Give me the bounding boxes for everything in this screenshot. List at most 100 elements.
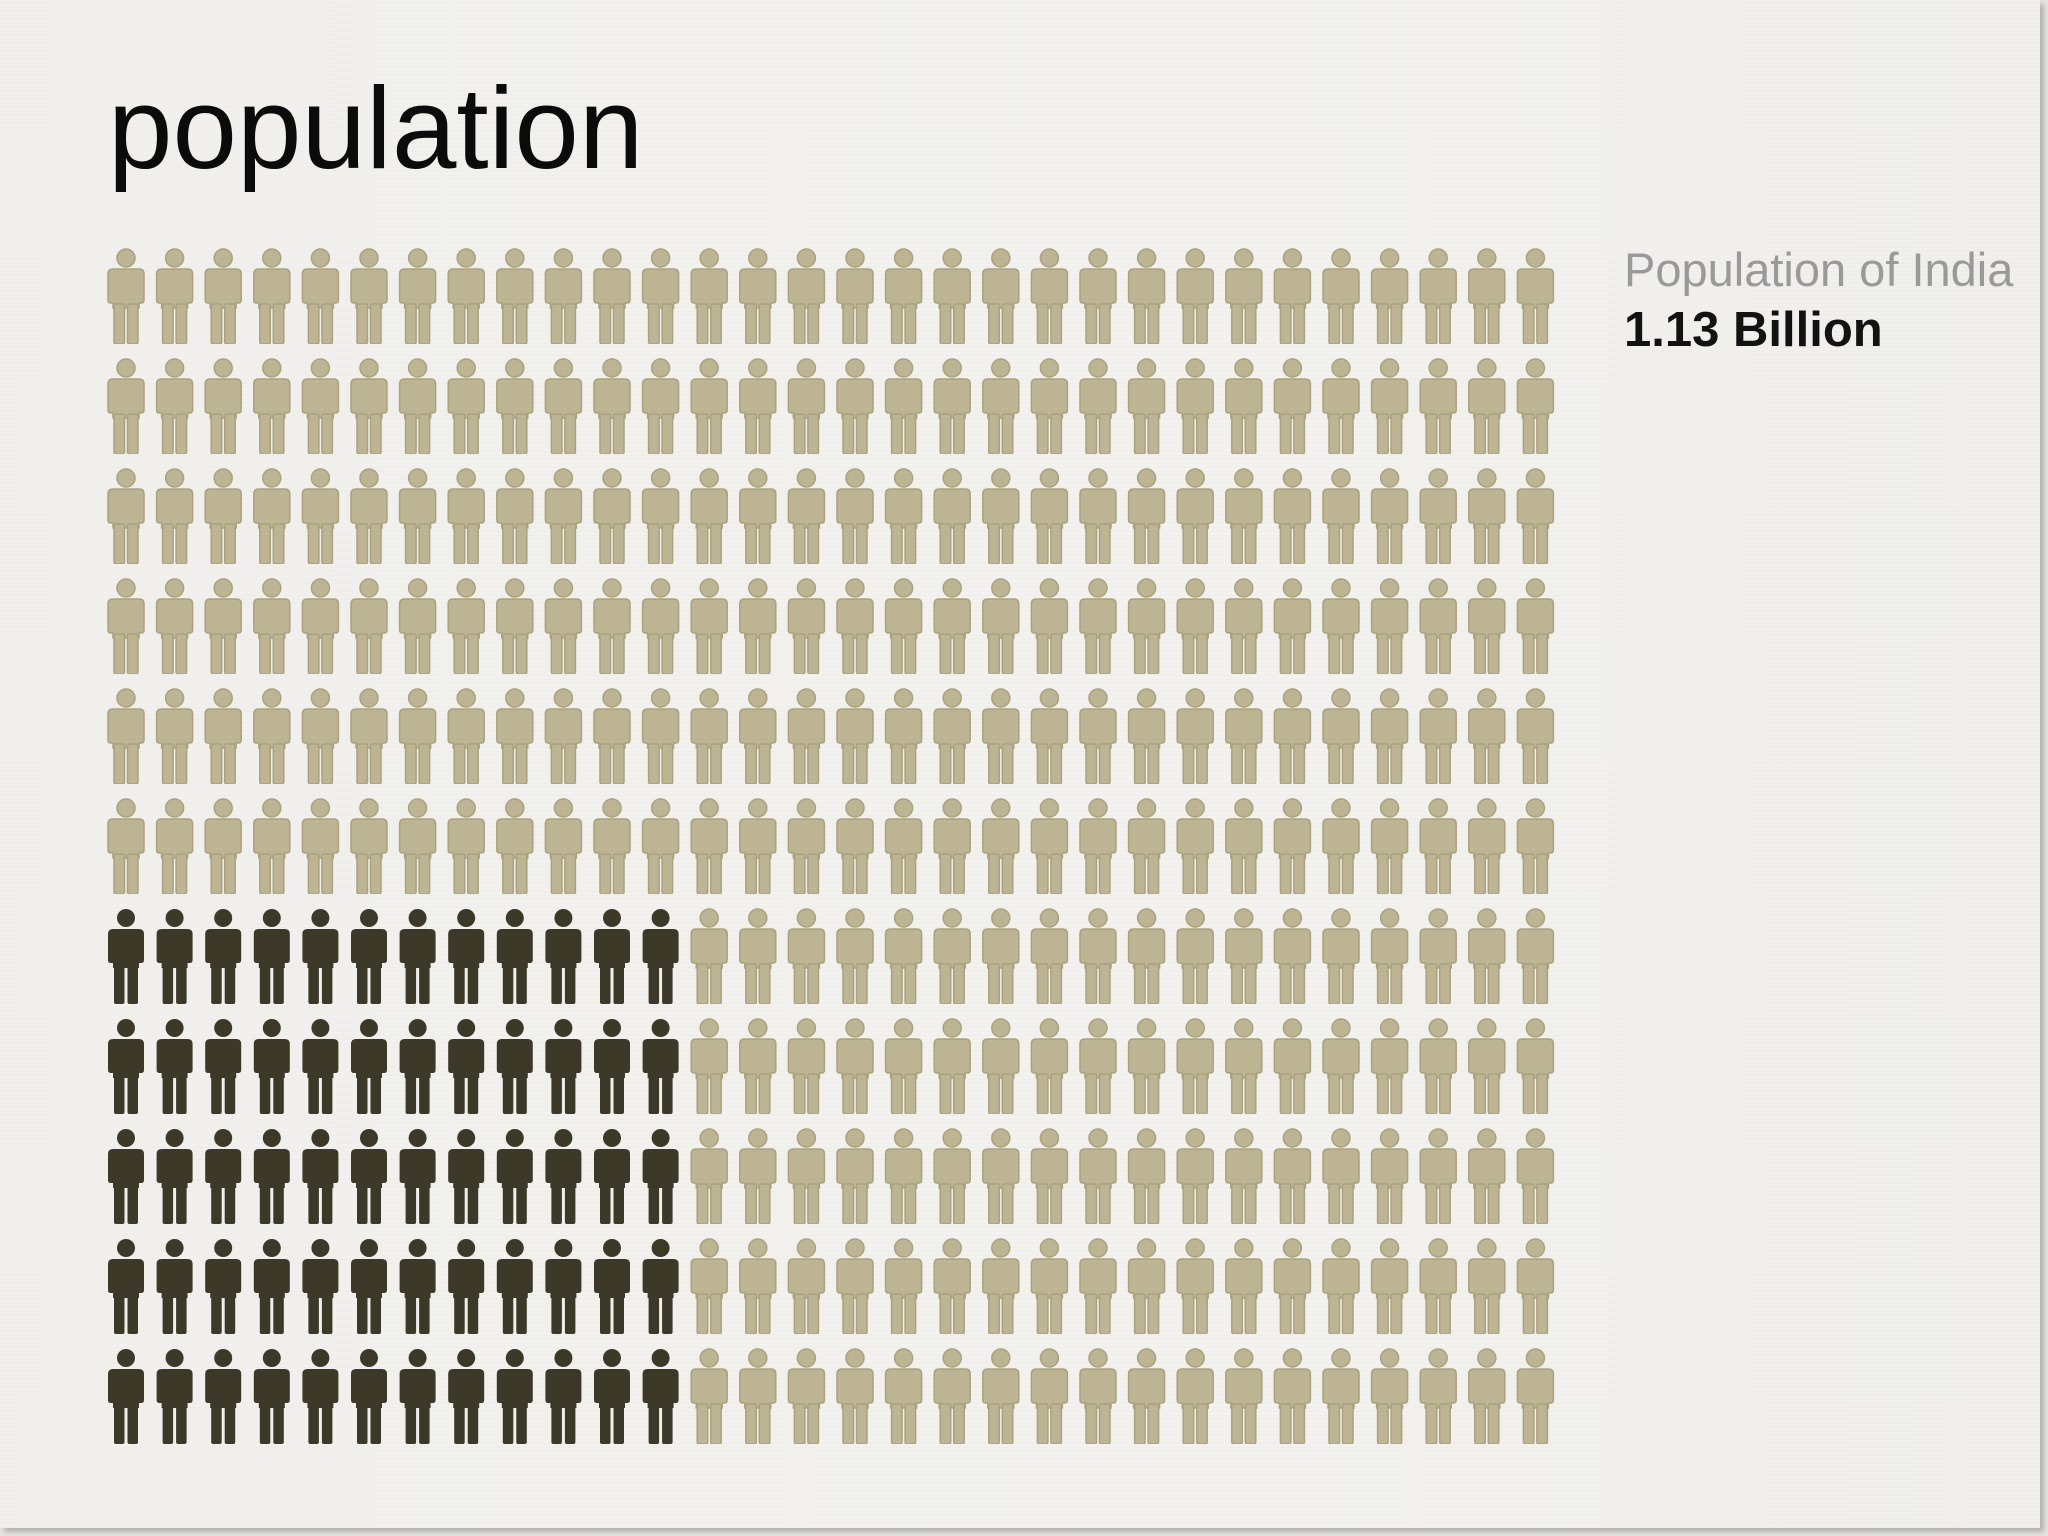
person-icon bbox=[787, 688, 826, 784]
person-icon bbox=[1273, 248, 1312, 344]
person-icon bbox=[1225, 1238, 1263, 1334]
person-icon bbox=[884, 1018, 923, 1114]
person-icon bbox=[155, 798, 194, 894]
person-icon-highlighted bbox=[351, 909, 387, 1004]
person-icon bbox=[107, 688, 145, 784]
person-icon bbox=[593, 248, 631, 344]
person-icon bbox=[496, 248, 534, 344]
person-icon bbox=[1127, 358, 1166, 454]
person-icon bbox=[1419, 908, 1457, 1004]
person-icon-highlighted bbox=[594, 1239, 630, 1334]
person-icon bbox=[1516, 248, 1555, 344]
pictograph-chart bbox=[107, 248, 1555, 1444]
person-icon bbox=[1370, 578, 1409, 674]
person-icon bbox=[787, 1018, 826, 1114]
person-icon bbox=[1516, 1238, 1555, 1334]
person-icon bbox=[544, 248, 583, 344]
person-icon bbox=[690, 1018, 728, 1114]
person-icon-highlighted bbox=[302, 1129, 339, 1224]
person-icon-highlighted bbox=[594, 1129, 630, 1224]
person-icon bbox=[1079, 1018, 1117, 1114]
person-icon bbox=[1322, 1238, 1360, 1334]
person-icon bbox=[1468, 248, 1506, 344]
person-icon-highlighted bbox=[399, 1349, 436, 1444]
person-icon bbox=[1516, 358, 1555, 454]
person-icon bbox=[982, 1128, 1020, 1224]
person-icon-highlighted bbox=[399, 1129, 436, 1224]
person-icon bbox=[398, 358, 437, 454]
person-icon bbox=[155, 578, 194, 674]
person-icon bbox=[933, 798, 971, 894]
person-icon bbox=[204, 358, 242, 454]
person-icon-highlighted bbox=[302, 1239, 339, 1334]
person-icon bbox=[1419, 1128, 1457, 1224]
person-icon bbox=[1127, 468, 1166, 564]
person-icon bbox=[1322, 1348, 1360, 1444]
person-icon-highlighted bbox=[399, 1019, 436, 1114]
person-icon bbox=[1370, 468, 1409, 564]
person-icon bbox=[884, 358, 923, 454]
person-icon bbox=[1225, 468, 1263, 564]
person-icon bbox=[1030, 358, 1069, 454]
person-icon bbox=[1176, 1018, 1214, 1114]
person-icon bbox=[690, 1238, 728, 1334]
person-icon-highlighted bbox=[351, 1019, 387, 1114]
person-icon bbox=[447, 358, 485, 454]
person-icon-highlighted bbox=[253, 1349, 290, 1444]
person-icon bbox=[690, 468, 728, 564]
person-icon-highlighted bbox=[108, 1349, 144, 1444]
person-icon bbox=[1419, 248, 1457, 344]
person-icon bbox=[884, 578, 923, 674]
person-icon bbox=[884, 248, 923, 344]
person-icon bbox=[933, 578, 971, 674]
person-icon bbox=[1176, 468, 1214, 564]
person-icon-highlighted bbox=[642, 1019, 679, 1114]
person-icon bbox=[253, 358, 291, 454]
person-icon-highlighted bbox=[642, 909, 679, 1004]
person-icon bbox=[1370, 688, 1409, 784]
person-icon bbox=[155, 358, 194, 454]
person-icon-highlighted bbox=[108, 1239, 144, 1334]
person-icon bbox=[641, 688, 680, 784]
person-icon bbox=[982, 1238, 1020, 1334]
person-icon bbox=[982, 248, 1020, 344]
person-icon-highlighted bbox=[108, 1019, 144, 1114]
person-icon-highlighted bbox=[545, 1129, 582, 1224]
person-icon-highlighted bbox=[205, 1349, 242, 1444]
person-icon bbox=[933, 908, 971, 1004]
person-icon bbox=[1468, 468, 1506, 564]
person-icon-highlighted bbox=[594, 1019, 630, 1114]
person-icon-highlighted bbox=[302, 909, 339, 1004]
person-icon bbox=[1079, 468, 1117, 564]
person-icon bbox=[1079, 578, 1117, 674]
person-icon bbox=[398, 248, 437, 344]
person-icon bbox=[690, 358, 728, 454]
person-icon bbox=[690, 1348, 728, 1444]
person-icon bbox=[1419, 798, 1457, 894]
person-icon bbox=[884, 908, 923, 1004]
person-icon bbox=[496, 358, 534, 454]
person-icon bbox=[1419, 468, 1457, 564]
person-icon bbox=[350, 688, 388, 784]
person-icon bbox=[982, 358, 1020, 454]
person-icon bbox=[1176, 248, 1214, 344]
person-icon-highlighted bbox=[594, 1349, 630, 1444]
person-icon bbox=[787, 248, 826, 344]
person-icon bbox=[301, 798, 340, 894]
person-icon bbox=[1127, 248, 1166, 344]
person-icon-highlighted bbox=[351, 1129, 387, 1224]
person-icon-highlighted bbox=[156, 1129, 193, 1224]
person-icon bbox=[1225, 1128, 1263, 1224]
person-icon bbox=[593, 798, 631, 894]
person-icon bbox=[350, 248, 388, 344]
person-icon bbox=[1273, 1238, 1312, 1334]
person-icon bbox=[1516, 798, 1555, 894]
person-icon bbox=[739, 358, 777, 454]
person-icon bbox=[496, 468, 534, 564]
person-icon bbox=[1127, 908, 1166, 1004]
person-icon bbox=[107, 798, 145, 894]
person-icon bbox=[836, 1128, 874, 1224]
person-icon bbox=[787, 1128, 826, 1224]
person-icon bbox=[787, 358, 826, 454]
person-icon bbox=[447, 468, 485, 564]
